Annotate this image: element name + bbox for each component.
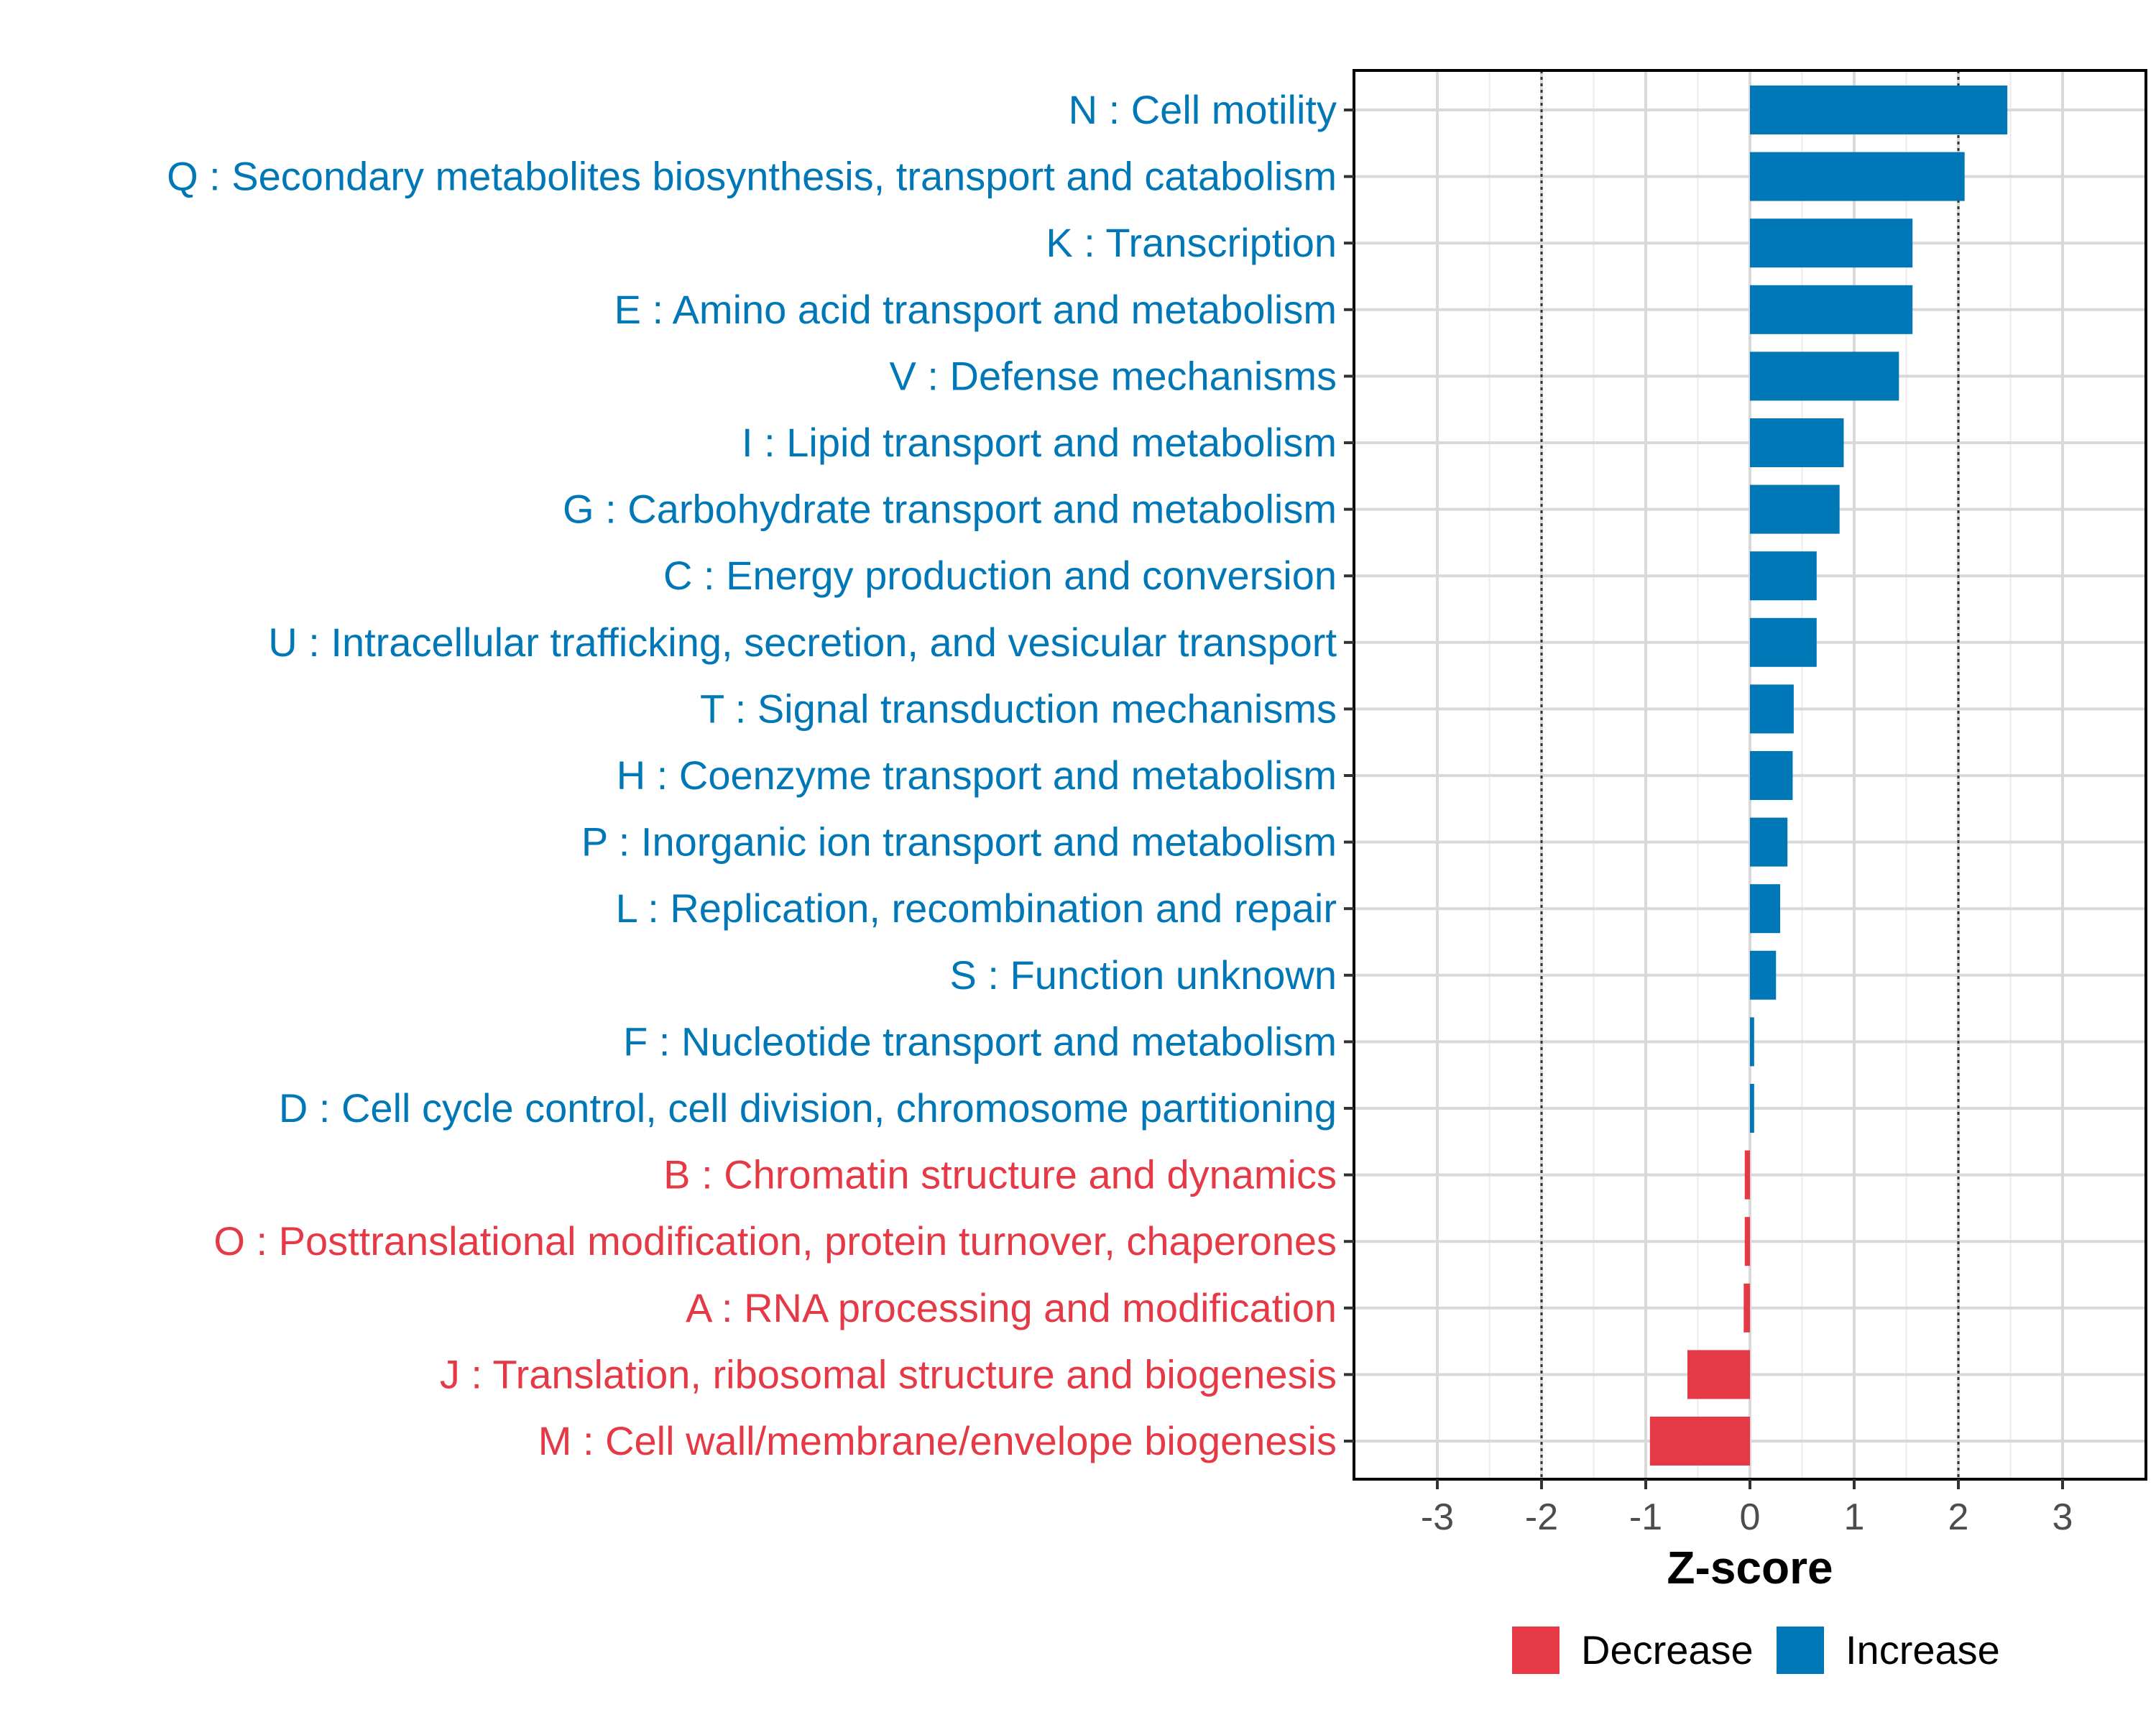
category-label: T : Signal transduction mechanisms xyxy=(700,686,1337,731)
bar xyxy=(1649,1417,1750,1466)
bars xyxy=(1649,86,2008,1466)
bar xyxy=(1750,1017,1754,1067)
legend-key xyxy=(1777,1627,1824,1674)
x-tick-label: 1 xyxy=(1844,1496,1865,1538)
category-label: I : Lipid transport and metabolism xyxy=(742,420,1337,465)
bar xyxy=(1750,617,1817,667)
legend-label: Increase xyxy=(1846,1627,2000,1673)
category-label: S : Function unknown xyxy=(949,952,1337,998)
category-label: D : Cell cycle control, cell division, c… xyxy=(279,1085,1337,1131)
category-label: V : Defense mechanisms xyxy=(890,353,1337,398)
category-label: G : Carbohydrate transport and metabolis… xyxy=(563,487,1337,532)
legend-key xyxy=(1512,1627,1560,1674)
bar xyxy=(1750,152,1965,201)
category-label: N : Cell motility xyxy=(1069,87,1337,132)
bar xyxy=(1750,285,1913,334)
bar xyxy=(1687,1350,1750,1399)
bar xyxy=(1744,1217,1750,1266)
x-axis: -3 -2 -1 0 1 2 3 xyxy=(1421,1479,2073,1538)
category-label: A : RNA processing and modification xyxy=(686,1285,1337,1330)
bar xyxy=(1743,1283,1750,1333)
category-label: P : Inorganic ion transport and metaboli… xyxy=(581,819,1337,865)
x-axis-title: Z-score xyxy=(1667,1542,1833,1593)
category-label: O : Posttranslational modification, prot… xyxy=(213,1218,1337,1264)
bar xyxy=(1750,418,1844,467)
x-tick-label: -3 xyxy=(1421,1496,1454,1538)
category-label: K : Transcription xyxy=(1046,220,1337,265)
bar xyxy=(1750,751,1793,800)
x-tick-label: -1 xyxy=(1629,1496,1662,1538)
category-label: C : Energy production and conversion xyxy=(663,553,1337,598)
bar xyxy=(1750,484,1840,534)
bar xyxy=(1750,551,1817,601)
category-label: Q : Secondary metabolites biosynthesis, … xyxy=(167,154,1337,199)
category-label: B : Chromatin structure and dynamics xyxy=(663,1152,1337,1197)
x-tick-label: 2 xyxy=(1948,1496,1969,1538)
category-label: U : Intracellular trafficking, secretion… xyxy=(268,620,1337,665)
bar xyxy=(1744,1150,1750,1200)
x-tick-label: 0 xyxy=(1740,1496,1761,1538)
bar xyxy=(1750,884,1781,934)
legend: Decrease Increase xyxy=(1512,1627,2000,1674)
bar xyxy=(1750,684,1794,734)
x-tick-label: 3 xyxy=(2053,1496,2073,1538)
category-label: L : Replication, recombination and repai… xyxy=(616,886,1337,931)
category-label: H : Coenzyme transport and metabolism xyxy=(617,753,1337,798)
bar xyxy=(1750,1084,1754,1133)
category-label: M : Cell wall/membrane/envelope biogenes… xyxy=(538,1418,1337,1463)
x-tick-label: -2 xyxy=(1525,1496,1558,1538)
legend-label: Decrease xyxy=(1581,1627,1754,1673)
bar xyxy=(1750,218,1913,268)
bar xyxy=(1750,86,2008,134)
bar xyxy=(1750,351,1899,401)
bar xyxy=(1750,950,1777,1000)
category-label: F : Nucleotide transport and metabolism xyxy=(623,1018,1337,1064)
category-label: J : Translation, ribosomal structure and… xyxy=(440,1351,1337,1397)
reference-lines xyxy=(1540,70,1960,1479)
y-axis: N : Cell motility Q : Secondary metabolit… xyxy=(167,87,1354,1463)
category-label: E : Amino acid transport and metabolism xyxy=(614,287,1337,332)
bar xyxy=(1750,817,1788,867)
